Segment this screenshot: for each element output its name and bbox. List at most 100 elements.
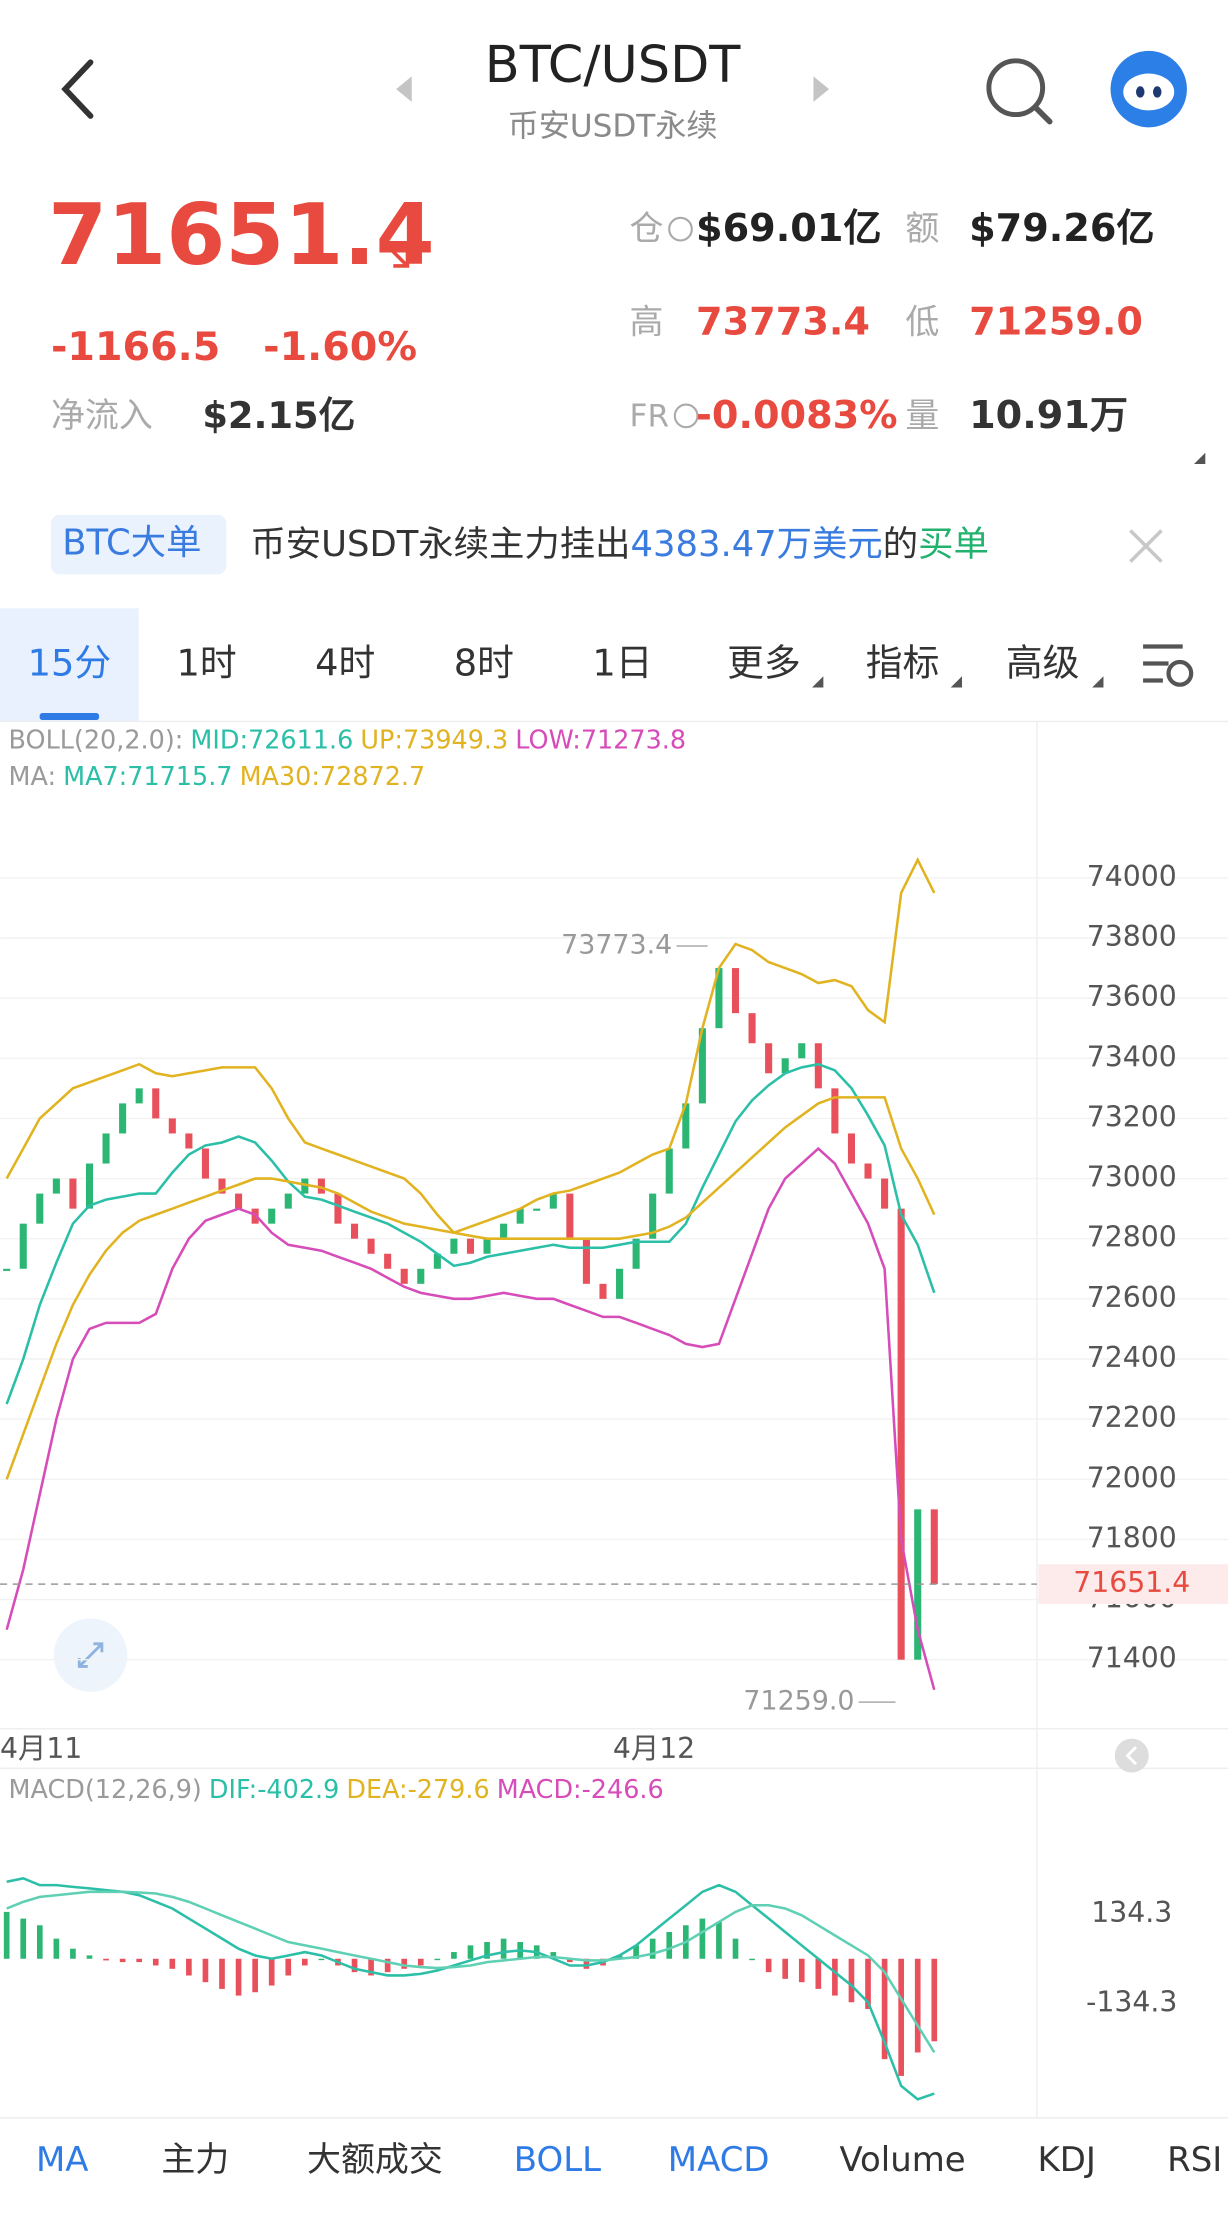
candle bbox=[85, 1163, 94, 1209]
candle bbox=[36, 1193, 44, 1224]
macd-bar bbox=[169, 1958, 176, 1969]
banner-close[interactable] bbox=[1129, 529, 1163, 563]
macd-bar bbox=[649, 1938, 656, 1959]
candle bbox=[616, 1268, 624, 1299]
macd-bar bbox=[401, 1958, 408, 1969]
candle bbox=[500, 1223, 508, 1239]
legend-item: MA30:72872.7 bbox=[240, 762, 426, 792]
last-price-label: 71651.4 bbox=[1073, 1566, 1190, 1599]
macd-bar bbox=[500, 1938, 507, 1959]
candle bbox=[897, 1208, 905, 1660]
candle bbox=[350, 1223, 359, 1239]
expand-corner[interactable] bbox=[1194, 452, 1206, 465]
back-button[interactable] bbox=[61, 59, 94, 119]
indicator-button[interactable]: RSI bbox=[1167, 2140, 1222, 2180]
x-tick-label: 4月12 bbox=[613, 1732, 695, 1765]
avatar[interactable] bbox=[1110, 50, 1187, 128]
y-tick-label: 73400 bbox=[1087, 1040, 1177, 1073]
macd-bar bbox=[318, 1958, 325, 1961]
period-tab[interactable]: 1时 bbox=[176, 641, 236, 684]
banner-tag-bg bbox=[50, 514, 227, 575]
indicator-button[interactable]: 主力 bbox=[161, 2140, 229, 2180]
candle bbox=[69, 1178, 77, 1209]
legend-item: DEA:-279.6 bbox=[346, 1775, 489, 1805]
macd-bar bbox=[219, 1958, 225, 1989]
candle bbox=[417, 1268, 425, 1284]
macd-bar bbox=[136, 1958, 143, 1963]
period-tab[interactable]: 8时 bbox=[454, 641, 514, 684]
advanced-tab[interactable]: 高级 bbox=[1006, 641, 1080, 684]
banner-tag: BTC大单 bbox=[62, 523, 201, 564]
candle bbox=[682, 1103, 690, 1149]
candle bbox=[748, 1013, 756, 1044]
y-tick-label: 73600 bbox=[1087, 980, 1177, 1013]
macd-bar bbox=[881, 1958, 888, 2060]
macd-bar bbox=[285, 1958, 292, 1976]
help-icon[interactable] bbox=[673, 403, 699, 429]
next-arrow[interactable] bbox=[813, 76, 830, 102]
candle bbox=[201, 1148, 209, 1179]
chart-settings[interactable] bbox=[1143, 644, 1194, 687]
search-button[interactable] bbox=[986, 58, 1053, 125]
macd-bar bbox=[716, 1921, 722, 1959]
macd-bar bbox=[3, 1911, 10, 1959]
more-tab[interactable]: 更多 bbox=[727, 641, 801, 684]
indicator-button[interactable]: Volume bbox=[839, 2140, 965, 2180]
reset-button[interactable] bbox=[1114, 1738, 1149, 1773]
legend-item: MA: bbox=[9, 762, 57, 792]
period-tab[interactable]: 1日 bbox=[592, 641, 652, 684]
macd-bar bbox=[252, 1958, 258, 1993]
high-marker: 73773.4 bbox=[561, 929, 672, 960]
macd-bar bbox=[36, 1925, 43, 1959]
candle bbox=[847, 1133, 855, 1164]
macd-bar bbox=[699, 1918, 706, 1959]
candle bbox=[566, 1193, 574, 1239]
y-tick-label: 73800 bbox=[1087, 920, 1177, 953]
period-tab[interactable]: 15分 bbox=[28, 641, 112, 684]
macd-bar bbox=[832, 1958, 838, 1996]
y-tick-label: 72000 bbox=[1087, 1461, 1177, 1494]
stat-value: 10.91万 bbox=[969, 394, 1128, 438]
candle bbox=[765, 1043, 773, 1074]
indicator-tab[interactable]: 指标 bbox=[866, 641, 940, 684]
indicator-button[interactable]: KDJ bbox=[1037, 2140, 1095, 2180]
legend-item: MACD(12,26,9) bbox=[9, 1775, 202, 1805]
indicator-button[interactable]: MA bbox=[36, 2140, 89, 2180]
pair-subtitle: 币安USDT永续 bbox=[508, 108, 718, 144]
stat-label: 高 bbox=[630, 302, 664, 342]
stat-label: 低 bbox=[905, 302, 939, 342]
y-tick-label: -134.3 bbox=[1086, 1986, 1177, 2019]
macd-bar bbox=[633, 1945, 639, 1959]
macd-bar bbox=[451, 1952, 457, 1959]
stat-label: 量 bbox=[905, 396, 939, 436]
stat-value: $69.01亿 bbox=[696, 207, 882, 251]
candle bbox=[649, 1193, 657, 1239]
candle bbox=[334, 1193, 342, 1224]
period-tab[interactable]: 4时 bbox=[315, 641, 375, 684]
candle bbox=[19, 1223, 27, 1269]
indicator-button[interactable]: 大额成交 bbox=[307, 2140, 443, 2180]
legend-item: BOLL(20,2.0): bbox=[9, 725, 184, 755]
macd-bar bbox=[186, 1958, 192, 1976]
prev-arrow[interactable] bbox=[396, 76, 412, 102]
y-tick-label: 134.3 bbox=[1091, 1896, 1172, 1929]
legend-item: UP:73949.3 bbox=[360, 725, 508, 755]
candle bbox=[798, 1043, 806, 1059]
avatar-face bbox=[1123, 73, 1175, 111]
indicator-button[interactable]: MACD bbox=[668, 2140, 770, 2180]
last-price: 71651.4 bbox=[48, 186, 435, 285]
candle bbox=[384, 1253, 392, 1269]
active-tab-indicator bbox=[39, 712, 100, 721]
candle bbox=[582, 1238, 590, 1284]
help-icon[interactable] bbox=[668, 216, 693, 242]
y-tick-label: 71800 bbox=[1087, 1521, 1177, 1554]
candle bbox=[533, 1208, 541, 1211]
banner-joiner: 的 bbox=[883, 524, 918, 565]
indicator-button[interactable]: BOLL bbox=[514, 2140, 601, 2180]
candle bbox=[168, 1118, 176, 1134]
search-icon bbox=[1032, 104, 1053, 125]
candle bbox=[599, 1283, 607, 1299]
candle bbox=[930, 1509, 938, 1585]
macd-bar bbox=[567, 1958, 573, 1963]
